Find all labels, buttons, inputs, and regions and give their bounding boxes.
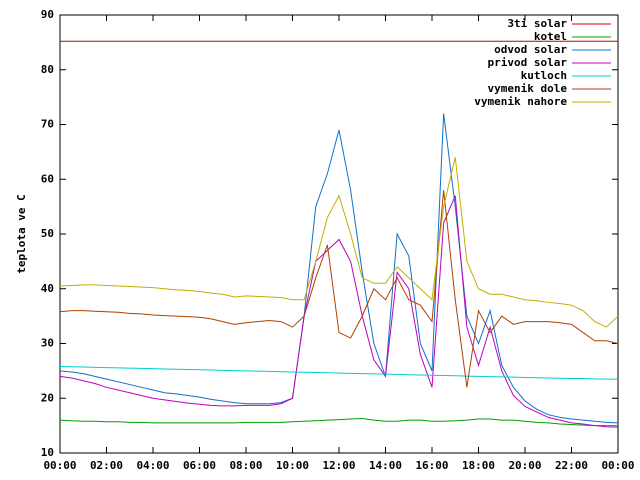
x-tick-label: 06:00 [183, 459, 216, 472]
x-tick-label: 02:00 [90, 459, 123, 472]
y-tick-label: 70 [41, 118, 54, 131]
data-line [59, 418, 618, 427]
y-tick-label: 50 [41, 227, 54, 240]
y-axis-label: teplota ve C [15, 194, 28, 273]
legend-label: 3ti solar [507, 17, 567, 30]
x-tick-label: 00:00 [43, 459, 76, 472]
x-tick-label: 18:00 [462, 459, 495, 472]
y-tick-label: 80 [41, 63, 54, 76]
data-line [59, 365, 618, 380]
x-tick-label: 14:00 [369, 459, 402, 472]
data-line [59, 157, 619, 328]
legend-label: vymenik nahore [474, 95, 567, 108]
data-line [59, 113, 619, 424]
legend-label: kotel [534, 30, 567, 43]
legend-label: vymenik dole [488, 82, 568, 95]
x-tick-label: 22:00 [555, 459, 588, 472]
x-tick-label: 00:00 [601, 459, 634, 472]
x-tick-label: 20:00 [508, 459, 541, 472]
y-tick-label: 20 [41, 391, 54, 404]
legend-label: odvod solar [494, 43, 567, 56]
x-tick-label: 10:00 [276, 459, 309, 472]
data-line [59, 190, 619, 388]
x-tick-label: 04:00 [136, 459, 169, 472]
y-tick-label: 60 [41, 172, 54, 185]
y-tick-label: 90 [41, 8, 54, 21]
legend-label: privod solar [488, 56, 568, 69]
y-tick-label: 40 [41, 282, 54, 295]
data-line [59, 195, 619, 428]
x-tick-label: 08:00 [229, 459, 262, 472]
x-tick-label: 12:00 [322, 459, 355, 472]
y-tick-label: 30 [41, 337, 54, 350]
x-tick-label: 16:00 [415, 459, 448, 472]
y-tick-label: 10 [41, 446, 54, 459]
legend-label: kutloch [521, 69, 567, 82]
